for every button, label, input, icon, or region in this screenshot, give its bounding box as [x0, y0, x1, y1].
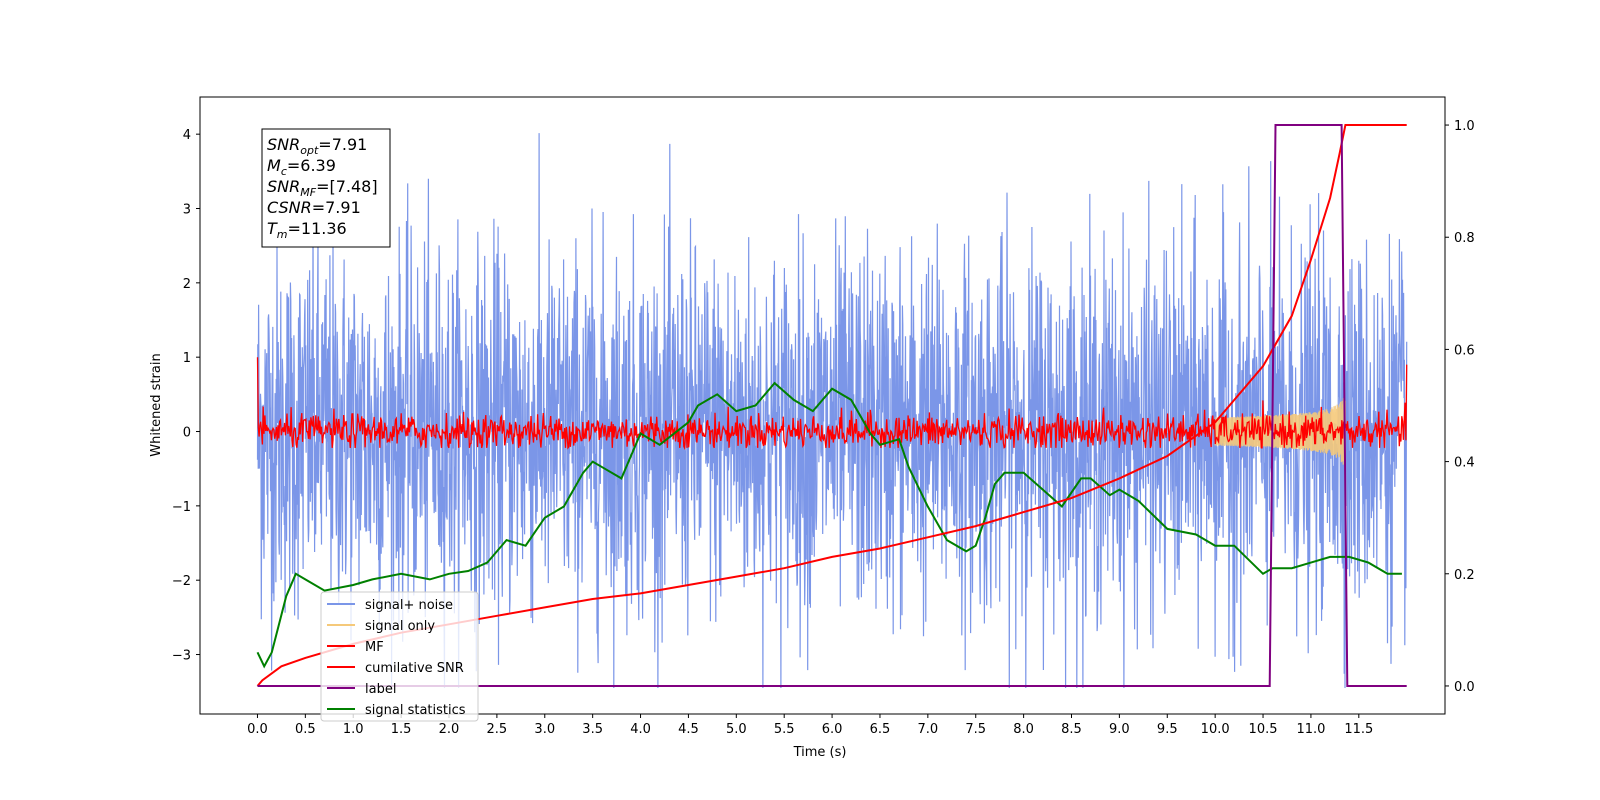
info-line: CSNR=7.91	[267, 198, 361, 217]
x-tick-label: 0.0	[247, 722, 268, 737]
series-signal-noise	[256, 133, 1408, 689]
y2-tick-label: 0.0	[1454, 680, 1475, 695]
y-axis-title: Whitened strain	[149, 353, 164, 456]
info-symbol: M	[267, 156, 281, 175]
x-tick-label: 8.0	[1013, 722, 1034, 737]
legend-label: signal statistics	[365, 703, 466, 718]
series-label	[257, 124, 1407, 687]
info-value: =6.39	[287, 156, 336, 175]
y2-tick-label: 0.4	[1454, 456, 1475, 471]
x-tick-label: 4.0	[630, 722, 651, 737]
legend-frame	[320, 591, 479, 722]
x-tick-label: 10.0	[1201, 722, 1230, 737]
x-axis: 0.0 0.5 1.0 1.5 2.0 2.5 3.0 3.5 4.0 4.5 5.0 5.5 6.0 6…	[247, 714, 1373, 737]
x-tick-label: 1.5	[391, 722, 412, 737]
info-value: =11.36	[288, 219, 347, 238]
x-tick-label: 6.0	[822, 722, 843, 737]
legend-label: signal+ noise	[365, 598, 453, 613]
y-axis-left: −3 −2 −1 0 1 2 3 4	[172, 128, 200, 664]
y-tick-label: −1	[172, 500, 191, 515]
x-tick-label: 7.0	[918, 722, 939, 737]
y-tick-label: 4	[183, 128, 191, 143]
y-tick-label: 2	[183, 277, 191, 292]
x-tick-label: 11.5	[1344, 722, 1373, 737]
y-tick-label: −2	[172, 574, 191, 589]
y-axis-right: 0.0 0.2 0.4 0.6 0.8 1.0	[1445, 119, 1475, 695]
info-box-frame	[261, 128, 391, 248]
info-line: Mc=6.39	[267, 156, 336, 178]
series-mf	[256, 357, 1408, 451]
x-tick-label: 9.5	[1157, 722, 1178, 737]
x-tick-label: 9.0	[1109, 722, 1130, 737]
info-value: =7.91	[318, 135, 367, 154]
x-tick-label: 10.5	[1249, 722, 1278, 737]
info-box: SNRopt=7.91Mc=6.39SNRMF=[7.48]CSNR=7.91T…	[261, 128, 391, 248]
info-line: SNRMF=[7.48]	[267, 177, 378, 199]
info-subscript: c	[281, 165, 287, 178]
x-tick-label: 1.0	[343, 722, 364, 737]
y-tick-label: 0	[183, 426, 191, 441]
info-subscript: opt	[300, 144, 319, 157]
x-tick-label: 4.5	[678, 722, 699, 737]
x-tick-label: 5.0	[726, 722, 747, 737]
y-tick-label: 1	[183, 351, 191, 366]
y-tick-label: 3	[183, 203, 191, 218]
x-tick-label: 5.5	[774, 722, 795, 737]
x-tick-label: 3.0	[534, 722, 555, 737]
y2-tick-label: 0.8	[1454, 231, 1475, 246]
info-symbol: CSNR	[267, 198, 312, 217]
legend-label: signal only	[365, 619, 435, 634]
info-symbol: SNR	[267, 135, 300, 154]
x-tick-label: 2.0	[439, 722, 460, 737]
x-tick-label: 8.5	[1061, 722, 1082, 737]
x-tick-label: 0.5	[295, 722, 316, 737]
x-axis-title: Time (s)	[793, 745, 847, 760]
series-signal-statistics	[256, 381, 1402, 669]
x-tick-label: 3.5	[582, 722, 603, 737]
x-tick-label: 11.0	[1296, 722, 1325, 737]
axes-frame	[199, 96, 1446, 715]
info-symbol: T	[267, 219, 278, 238]
y2-tick-label: 1.0	[1454, 119, 1475, 134]
info-value: =[7.48]	[316, 177, 378, 196]
legend-label: label	[365, 682, 396, 697]
info-subscript: MF	[300, 186, 316, 199]
y-tick-label: −3	[172, 649, 191, 664]
info-line: Tm=11.36	[267, 219, 347, 241]
info-symbol: SNR	[267, 177, 300, 196]
legend-label: cumilative SNR	[365, 661, 464, 676]
y2-tick-label: 0.6	[1454, 343, 1475, 358]
x-tick-label: 7.5	[965, 722, 986, 737]
info-value: =7.91	[312, 198, 361, 217]
x-tick-label: 2.5	[487, 722, 508, 737]
info-line: SNRopt=7.91	[267, 135, 367, 157]
legend: signal+ noise signal only MF cumilative SNR…	[320, 591, 479, 722]
info-subscript: m	[277, 228, 288, 241]
legend-label: MF	[365, 640, 384, 655]
x-tick-label: 6.5	[870, 722, 891, 737]
y2-tick-label: 0.2	[1454, 568, 1475, 583]
plot-area	[256, 124, 1408, 689]
